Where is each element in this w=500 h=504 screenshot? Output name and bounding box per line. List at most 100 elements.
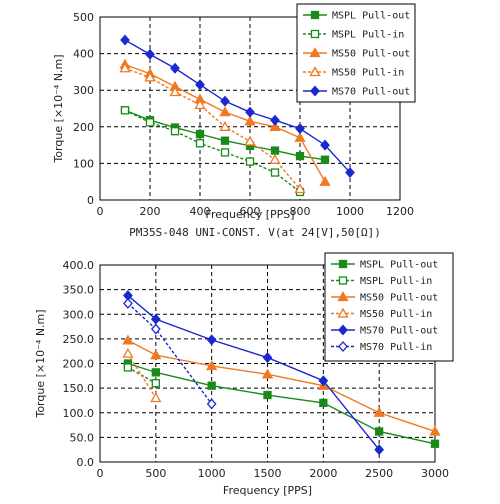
series-line [127,353,157,399]
legend-marker [338,324,348,336]
data-point [123,363,133,372]
legend-box [324,252,454,362]
legend-label: MSPL Pull-in [332,30,404,41]
y-tick-label: 150.0 [63,382,95,395]
data-point [219,106,231,117]
data-point [263,390,272,400]
y-tick-label: 200.0 [63,358,95,371]
data-point [245,157,255,166]
series-line [124,39,351,174]
data-point [295,151,305,161]
y-tick-label: 400 [73,48,94,61]
data-point [194,99,206,109]
y-tick-label: 0 [87,194,94,207]
x-tick-label: 1000 [198,467,226,480]
x-tick-label: 600 [240,205,261,218]
series-line [124,109,301,193]
legend-marker [337,291,349,302]
y-tick-label: 200 [73,121,94,134]
x-tick-label: 0 [97,467,104,480]
data-point [373,406,385,417]
data-point [145,118,155,127]
data-point [320,139,330,151]
data-point [294,183,306,194]
data-point [120,106,130,115]
y-tick-label: 100.0 [63,407,95,420]
data-point [207,381,216,390]
y-axis-title: Torque [×10⁻⁴ N.m] [52,54,65,163]
data-point [169,86,181,97]
data-point [150,392,162,403]
data-point [374,444,385,456]
data-point [319,398,328,408]
x-axis-title: Frequency [PPS] [223,484,312,497]
x-tick-label: 3000 [421,467,449,480]
data-point [294,131,306,142]
legend-marker [337,307,349,318]
x-tick-label: 1000 [336,205,364,218]
legend-label: MS70 Pull-out [332,87,410,98]
x-tick-label: 0 [97,205,104,218]
chart-bottom: 0 500 1000 1500 2000 2500 3000 0.0 50.0 100.0 150.… [34,252,454,497]
data-point [429,425,441,436]
data-point [195,79,205,91]
data-point [195,129,205,139]
legend-label: MSPL Pull-in [360,276,432,287]
legend-label: MS50 Pull-out [332,49,410,60]
data-point [220,136,230,145]
legend-marker [338,341,348,352]
data-point [120,34,130,46]
data-point [219,120,231,131]
data-point [206,334,217,346]
legend-marker [338,276,348,285]
data-point [262,352,273,364]
chart-top: 0 200 400 600 800 1000 1200 0 100 200 300 400 500 Fre… [52,3,416,221]
legend-marker [309,66,321,77]
y-tick-label: 250.0 [63,333,95,346]
data-point [119,62,131,73]
legend-marker [310,10,320,20]
series-line [127,295,380,451]
data-point [206,398,217,410]
data-point [295,123,305,135]
data-point [318,375,329,387]
x-tick-label: 2500 [365,467,393,480]
data-point [150,323,161,335]
data-point [375,427,384,436]
x-tick-label: 1500 [254,467,282,480]
data-point [430,439,440,448]
data-point [122,334,134,345]
data-point [122,347,134,358]
data-point [220,148,230,157]
legend-label: MSPL Pull-out [332,11,410,22]
legend-label: MS50 Pull-out [360,293,438,304]
legend-marker [309,47,321,58]
y-tick-label: 300 [73,84,94,97]
legend-marker [310,29,320,39]
x-tick-label: 1200 [386,205,414,218]
x-tick-label: 500 [145,467,166,480]
data-point [269,120,281,131]
y-tick-label: 50.0 [70,431,95,444]
x-tick-label: 200 [140,205,161,218]
legend-marker [338,259,348,269]
data-point [244,115,256,126]
y-tick-label: 0.0 [77,456,95,469]
data-point [151,368,160,377]
legend-marker [310,85,320,97]
x-tick-label: 800 [290,205,311,218]
data-point [269,153,281,164]
data-point [150,349,162,360]
y-tick-label: 350.0 [63,284,95,297]
data-point [170,127,180,136]
y-tick-label: 100 [73,157,94,170]
data-point [206,360,218,371]
data-point [144,71,156,82]
chart-caption: PM35S-048 UNI-CONST. V(at 24[V],50[Ω]) [129,226,381,239]
data-point [123,297,133,309]
data-point [151,379,160,388]
y-axis-title: Torque [×10⁻⁴ N.m] [34,309,47,418]
legend-label: MS70 Pull-in [360,342,432,353]
data-point [170,62,180,74]
